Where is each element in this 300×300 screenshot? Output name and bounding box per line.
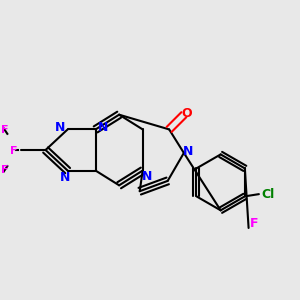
Text: Cl: Cl bbox=[262, 188, 275, 201]
Text: N: N bbox=[59, 172, 70, 184]
Text: N: N bbox=[183, 145, 194, 158]
Text: N: N bbox=[142, 170, 152, 183]
Text: F: F bbox=[250, 217, 259, 230]
Text: N: N bbox=[98, 122, 108, 134]
Text: F: F bbox=[1, 165, 8, 175]
Text: O: O bbox=[182, 107, 192, 120]
Text: F: F bbox=[10, 146, 18, 156]
Text: N: N bbox=[55, 122, 65, 134]
Text: F: F bbox=[1, 125, 8, 135]
